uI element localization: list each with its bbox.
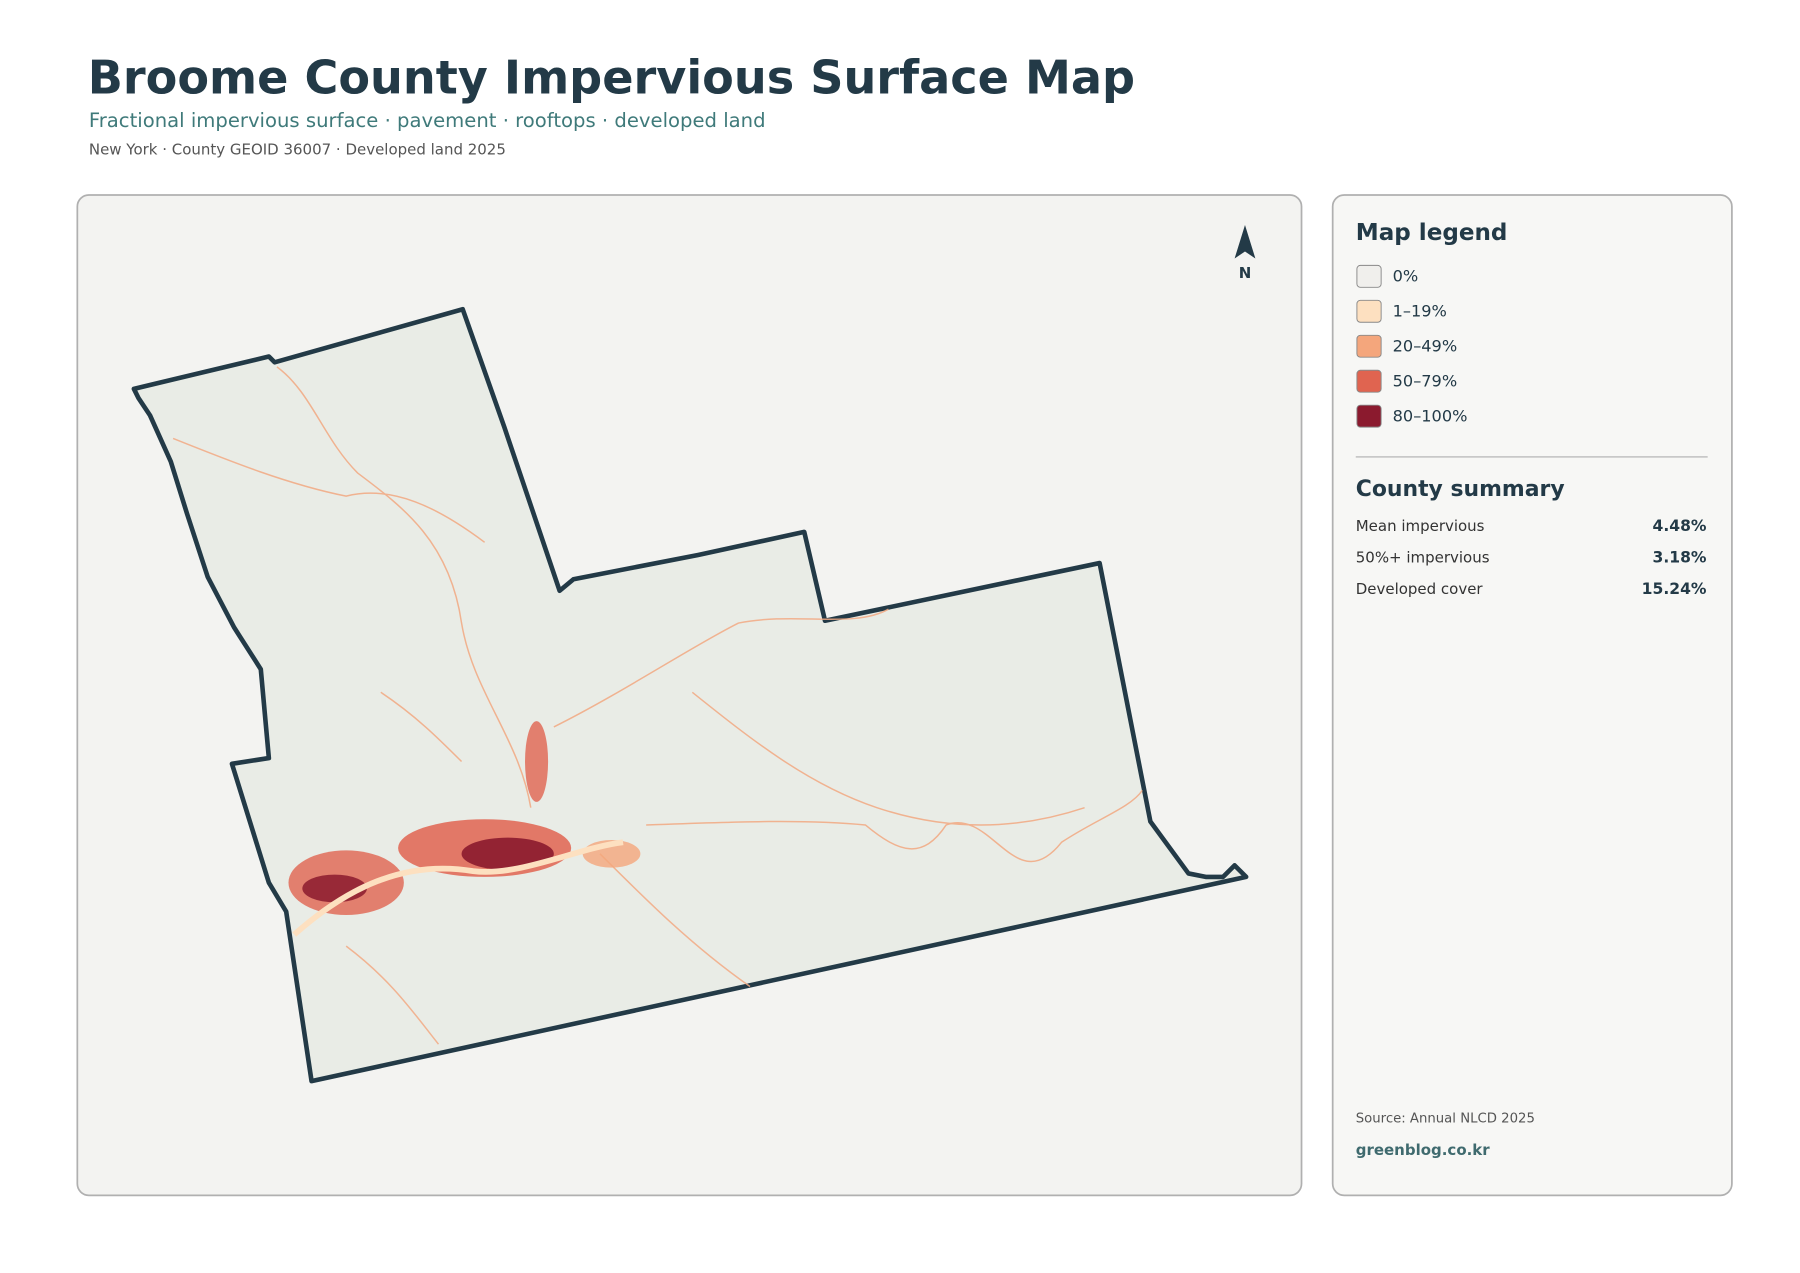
legend-panel: Map legend County summary Source: Annual… <box>1331 194 1733 1197</box>
summary-value: 3.18% <box>1653 548 1707 566</box>
summary-label: 50%+ impervious <box>1356 548 1490 566</box>
source: Source: Annual NLCD 2025 <box>1356 1112 1535 1127</box>
summary-value: 4.48% <box>1653 517 1707 535</box>
north-arrow: N <box>1234 224 1256 282</box>
legend-swatch <box>1356 369 1382 393</box>
map-panel: N <box>76 194 1303 1197</box>
summary-label: Mean impervious <box>1356 517 1485 535</box>
county-boundary <box>131 306 1249 1084</box>
north-label: N <box>1239 264 1252 282</box>
roads <box>172 366 1143 1045</box>
summary-title: County summary <box>1356 477 1565 502</box>
legend-swatch <box>1356 299 1382 323</box>
legend-label: 0% <box>1393 267 1419 286</box>
legend-swatch <box>1356 264 1382 288</box>
legend-title: Map legend <box>1356 220 1508 246</box>
subtitle: Fractional impervious surface · pavement… <box>89 109 766 132</box>
legend-label: 80–100% <box>1393 406 1468 425</box>
legend-label: 1–19% <box>1393 301 1447 320</box>
legend-label: 50–79% <box>1393 371 1457 390</box>
legend-label: 20–49% <box>1393 336 1457 355</box>
legend-swatch <box>1356 404 1382 428</box>
legend-swatch <box>1356 334 1382 358</box>
summary-label: Developed cover <box>1356 580 1484 598</box>
urban-area <box>288 721 641 937</box>
title: Broome County Impervious Surface Map <box>88 50 1135 104</box>
site: greenblog.co.kr <box>1356 1141 1491 1159</box>
summary-value: 15.24% <box>1642 580 1707 598</box>
meta: New York · County GEOID 36007 · Develope… <box>89 141 506 159</box>
